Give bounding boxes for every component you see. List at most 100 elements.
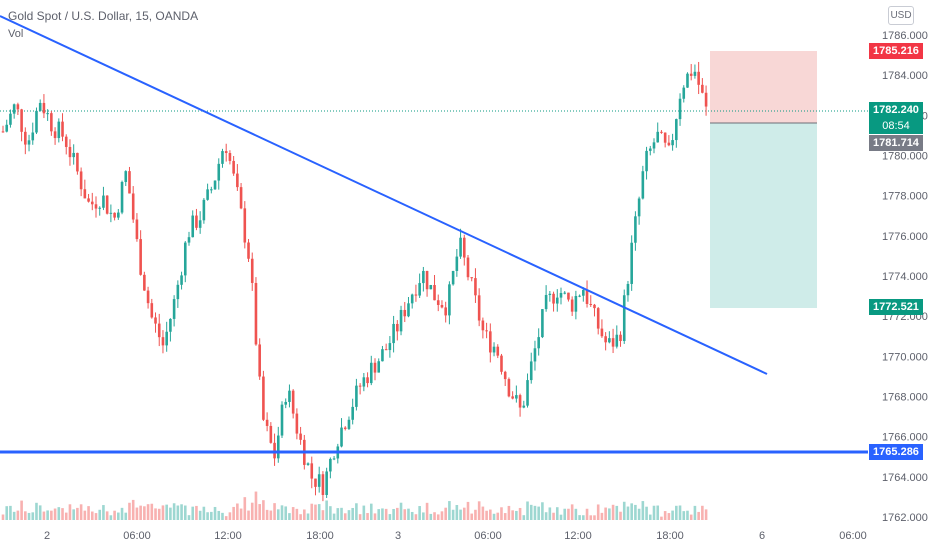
- candle-body: [678, 98, 682, 120]
- volume-bar: [12, 511, 16, 520]
- candle-body: [210, 189, 213, 191]
- volume-bar: [582, 515, 585, 520]
- volume-bar: [332, 513, 336, 520]
- volume-bar: [131, 499, 135, 520]
- time-tick-label: 06:00: [474, 530, 502, 542]
- volume-bar: [24, 511, 27, 520]
- volume-bar: [336, 508, 340, 520]
- volume-bar: [485, 510, 488, 520]
- volume-bar: [667, 513, 671, 520]
- volume-bar: [250, 502, 254, 520]
- volume-bar: [128, 502, 131, 520]
- volume-bar: [16, 510, 20, 520]
- candle-body: [675, 119, 678, 141]
- volume-bar: [407, 508, 410, 520]
- volume-bar: [265, 509, 269, 520]
- volume-bar: [448, 501, 451, 520]
- volume-bar: [559, 514, 563, 520]
- candle-body: [340, 427, 343, 447]
- volume-bar: [589, 515, 593, 520]
- take-profit-zone[interactable]: [710, 123, 817, 308]
- candle-body: [317, 474, 321, 487]
- volume-indicator-label[interactable]: Vol: [8, 28, 24, 40]
- currency-button[interactable]: USD: [888, 6, 914, 25]
- candle-body: [362, 377, 366, 387]
- volume-bar: [243, 497, 247, 520]
- volume-bar: [146, 504, 150, 520]
- candle-body: [146, 290, 150, 304]
- candle-body: [128, 171, 131, 194]
- volume-bar: [652, 505, 656, 520]
- volume-bar: [180, 504, 183, 520]
- volume-bar: [563, 508, 567, 520]
- candle-body: [183, 242, 187, 276]
- volume-bar: [124, 512, 128, 520]
- volume-bar: [273, 503, 276, 520]
- volume-bar: [157, 508, 161, 520]
- volume-bar: [455, 504, 459, 520]
- volume-bar: [83, 510, 87, 520]
- descending-trendline[interactable]: [0, 15, 768, 375]
- volume-bar: [139, 505, 142, 520]
- candle-body: [388, 343, 392, 351]
- volume-bar: [303, 509, 306, 520]
- volume-bar: [161, 505, 165, 520]
- volume-bar: [544, 512, 548, 520]
- volume-bar: [384, 508, 388, 520]
- candle-body: [117, 212, 120, 218]
- candle-body: [641, 171, 645, 199]
- volume-bar: [117, 512, 120, 520]
- volume-bar: [254, 491, 258, 520]
- candle-body: [600, 328, 604, 337]
- candle-body: [72, 152, 75, 158]
- candle-body: [645, 150, 648, 172]
- time-axis[interactable]: 2 06:00 12:00 18:00 3 06:00 12:00 18:00 6 06:00: [44, 530, 867, 542]
- candle-body: [355, 385, 358, 407]
- candle-body: [176, 284, 180, 300]
- volume-bar: [202, 506, 206, 520]
- candle-body: [35, 110, 38, 133]
- volume-bar: [143, 506, 146, 520]
- volume-bar: [187, 515, 191, 520]
- take-profit-price-label: 1772.521: [869, 299, 923, 315]
- volume-bar: [1, 514, 5, 520]
- volume-bar: [518, 507, 522, 520]
- volume-bar: [366, 513, 369, 520]
- symbol-title[interactable]: Gold Spot / U.S. Dollar, 15, OANDA: [8, 9, 199, 23]
- candle-body: [276, 435, 280, 459]
- volume-bar: [436, 514, 440, 520]
- candle-body: [466, 257, 470, 278]
- volume-bar: [611, 504, 615, 520]
- candle-body: [663, 132, 667, 143]
- volume-bar: [228, 512, 232, 520]
- volume-bar: [210, 511, 213, 520]
- candle-body: [94, 204, 98, 209]
- candle-body: [522, 405, 526, 408]
- candle-body: [314, 478, 317, 487]
- volume-bar: [53, 508, 57, 520]
- volume-bar: [630, 503, 633, 520]
- stop-loss-zone[interactable]: [710, 51, 817, 123]
- volume-bar: [567, 508, 570, 520]
- candle-body: [83, 189, 87, 199]
- candle-body: [634, 216, 637, 243]
- candle-body: [555, 297, 559, 304]
- volume-bar: [61, 508, 64, 520]
- volume-bar: [701, 505, 704, 520]
- candle-body: [217, 163, 221, 181]
- candle-body: [113, 212, 116, 218]
- candle-body: [284, 401, 288, 405]
- candle-body: [321, 474, 325, 495]
- candle-body: [462, 237, 466, 258]
- candle-body: [392, 323, 395, 344]
- volume-bar: [507, 505, 511, 520]
- candle-body: [228, 153, 232, 161]
- candle-body: [704, 92, 708, 107]
- candle-body: [187, 237, 191, 243]
- candle-body: [656, 131, 660, 143]
- volume-bar: [373, 513, 377, 520]
- volume-bar: [329, 506, 332, 520]
- candle-body: [626, 283, 630, 296]
